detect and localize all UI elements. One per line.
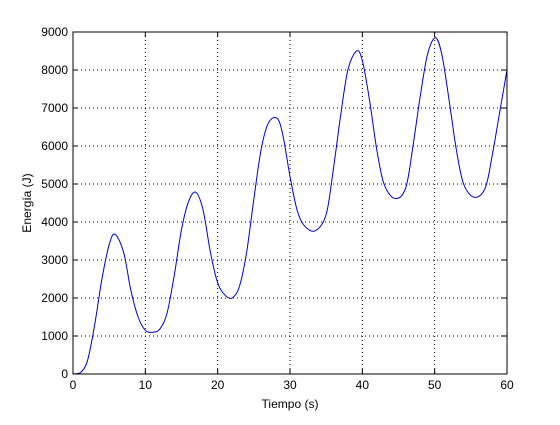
ticks: [72, 31, 508, 375]
x-tick-label: 60: [500, 378, 514, 392]
x-tick-label: 20: [211, 378, 225, 392]
y-tick-label: 1000: [41, 329, 68, 343]
y-tick-label: 5000: [41, 177, 68, 191]
x-axis-label: Tiempo (s): [262, 397, 319, 411]
x-tick-label: 30: [283, 378, 297, 392]
y-tick-label: 9000: [41, 25, 68, 39]
y-tick-label: 0: [61, 367, 68, 381]
y-axis-label: Energía (J): [20, 173, 34, 232]
x-tick-label: 50: [428, 378, 442, 392]
x-tick-label: 40: [356, 378, 370, 392]
y-tick-label: 3000: [41, 253, 68, 267]
grid: [72, 31, 508, 375]
series-line: [72, 37, 508, 375]
plot-frame: [72, 31, 508, 375]
series-layer: [72, 37, 508, 375]
x-tick-label: 0: [70, 378, 77, 392]
y-tick-label: 8000: [41, 63, 68, 77]
y-tick-label: 2000: [41, 291, 68, 305]
y-tick-label: 6000: [41, 139, 68, 153]
tick-labels: 0 10 20 30 40 50 60 0 1000 2000 3000 4000 5000 6000 70…: [41, 25, 514, 392]
y-tick-label: 7000: [41, 101, 68, 115]
y-tick-label: 4000: [41, 215, 68, 229]
x-tick-label: 10: [139, 378, 153, 392]
